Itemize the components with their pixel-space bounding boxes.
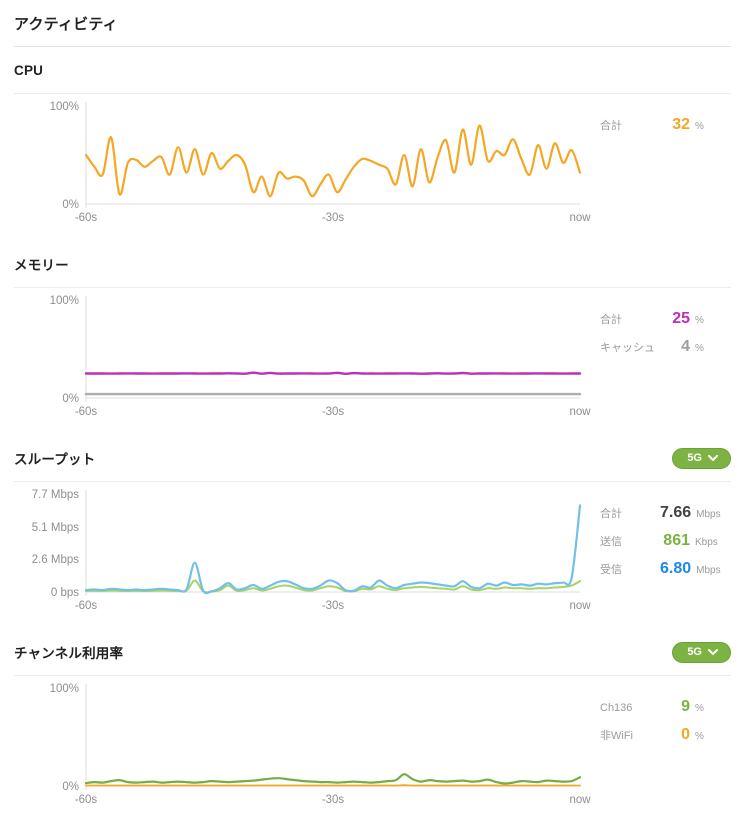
throughput-band-selector[interactable]: 5G — [672, 447, 731, 469]
stat-value: 4 — [681, 338, 690, 355]
svg-text:-30s: -30s — [322, 600, 345, 612]
band-label: 5G — [687, 645, 702, 658]
memory-total-stat: 合計 25 % — [600, 310, 731, 338]
svg-text:100%: 100% — [50, 101, 79, 113]
stat-label: 受信 — [600, 564, 622, 576]
stat-value: 25 — [672, 310, 690, 327]
stat-value: 6.80 — [660, 560, 692, 577]
svg-text:0%: 0% — [62, 781, 79, 793]
cpu-chart: 0% 100% -60s -30s now — [50, 101, 592, 224]
svg-text:-60s: -60s — [75, 794, 98, 806]
chevron-down-icon — [708, 455, 718, 461]
stat-label: 合計 — [600, 508, 622, 520]
memory-stats: 合計 25 % キャッシュ 4 % — [600, 288, 731, 422]
svg-text:0 bps: 0 bps — [51, 587, 79, 599]
svg-text:0%: 0% — [62, 199, 79, 211]
stat-unit: % — [695, 343, 704, 354]
stat-value: 7.66 — [660, 504, 692, 521]
activity-panel: アクティビティ CPU 0% 100% -60s -30s now 合計 32 % メモ… — [14, 0, 731, 810]
channel-ch136-stat: Ch136 9 % — [600, 698, 731, 726]
cpu-section-title: CPU — [14, 62, 44, 78]
svg-text:-30s: -30s — [322, 406, 345, 418]
stat-label: Ch136 — [600, 702, 633, 714]
svg-text:2.6 Mbps: 2.6 Mbps — [32, 554, 80, 566]
cpu-total-stat: 合計 32 % — [600, 116, 731, 144]
cpu-section: CPU 0% 100% -60s -30s now 合計 32 % — [14, 47, 731, 228]
svg-text:7.7 Mbps: 7.7 Mbps — [32, 489, 80, 501]
memory-section-title: メモリー — [14, 258, 69, 273]
svg-text:-60s: -60s — [75, 600, 98, 612]
svg-text:-30s: -30s — [322, 212, 345, 224]
stat-label: 送信 — [600, 536, 622, 548]
chevron-down-icon — [708, 649, 718, 655]
stat-value: 9 — [681, 698, 690, 715]
stat-unit: Mbps — [696, 509, 721, 520]
throughput-section: スループット 5G 0 bps 2.6 Mbps 5.1 Mbps 7.7 Mbps -… — [14, 435, 731, 616]
channel-section-title: チャンネル利用率 — [14, 646, 124, 661]
throughput-chart: 0 bps 2.6 Mbps 5.1 Mbps 7.7 Mbps -60s -30s now — [32, 489, 592, 612]
band-label: 5G — [687, 451, 702, 464]
channel-utilization-section: チャンネル利用率 5G 0% 100% -60s -30s now Ch136 9 % … — [14, 629, 731, 810]
svg-text:now: now — [569, 600, 591, 612]
stat-unit: % — [695, 315, 704, 326]
svg-text:0%: 0% — [62, 393, 79, 405]
stat-label: 合計 — [600, 120, 622, 132]
memory-cache-stat: キャッシュ 4 % — [600, 338, 731, 366]
svg-text:now: now — [569, 794, 591, 806]
stat-label: キャッシュ — [600, 342, 655, 354]
channel-utilization-chart: 0% 100% -60s -30s now — [50, 683, 592, 806]
stat-value: 0 — [681, 726, 690, 743]
throughput-tx-stat: 送信 861 Kbps — [600, 532, 731, 560]
throughput-section-title: スループット — [14, 452, 96, 467]
svg-text:-60s: -60s — [75, 406, 98, 418]
svg-text:now: now — [569, 212, 591, 224]
stat-unit: % — [695, 731, 704, 742]
svg-text:-60s: -60s — [75, 212, 98, 224]
svg-text:-30s: -30s — [322, 794, 345, 806]
stat-unit: % — [695, 703, 704, 714]
stat-value: 861 — [663, 532, 690, 549]
stat-unit: % — [695, 121, 704, 132]
stat-label: 合計 — [600, 314, 622, 326]
svg-text:5.1 Mbps: 5.1 Mbps — [32, 522, 80, 534]
throughput-stats: 合計 7.66 Mbps 送信 861 Kbps 受信 6.80 Mbps — [600, 482, 731, 616]
memory-chart: 0% 100% -60s -30s now — [50, 295, 592, 418]
svg-text:now: now — [569, 406, 591, 418]
channel-stats: Ch136 9 % 非WiFi 0 % — [600, 676, 731, 810]
svg-text:100%: 100% — [50, 683, 79, 695]
channel-band-selector[interactable]: 5G — [672, 641, 731, 663]
stat-unit: Kbps — [695, 537, 718, 548]
page-title: アクティビティ — [14, 0, 731, 47]
throughput-total-stat: 合計 7.66 Mbps — [600, 504, 731, 532]
stat-value: 32 — [672, 116, 690, 133]
channel-nonwifi-stat: 非WiFi 0 % — [600, 726, 731, 754]
memory-section: メモリー 0% 100% -60s -30s now 合計 25 % キャッシュ 4 % — [14, 241, 731, 422]
stat-label: 非WiFi — [600, 730, 633, 742]
svg-text:100%: 100% — [50, 295, 79, 307]
stat-unit: Mbps — [696, 565, 721, 576]
cpu-stats: 合計 32 % — [600, 94, 731, 228]
throughput-rx-stat: 受信 6.80 Mbps — [600, 560, 731, 588]
